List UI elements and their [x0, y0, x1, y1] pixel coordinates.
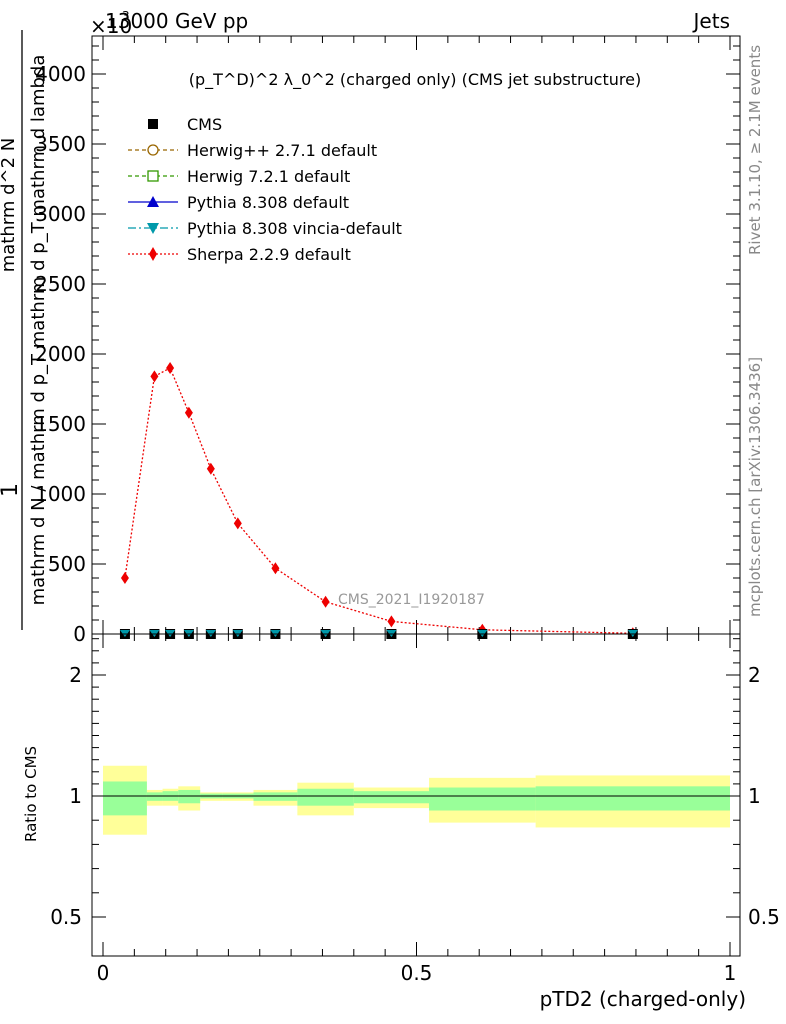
legend-label: Herwig 7.2.1 default — [187, 167, 350, 186]
ratio-band-inner — [353, 791, 430, 804]
legend-label: Sherpa 2.2.9 default — [187, 245, 351, 264]
sherpa-point — [166, 362, 175, 374]
sherpa-point — [206, 462, 215, 475]
ratio-x-axis: 0 0.5 1 — [97, 634, 737, 985]
ratio-y-axis: 0.5 0.5 1 1 2 2 — [50, 638, 780, 929]
main-y-axis: 0 500 1000 1500 2000 2500 3000 3500 4000 — [35, 45, 740, 646]
legend-label: CMS — [187, 115, 222, 134]
sherpa-point — [184, 406, 193, 419]
ratio-ylabel: Ratio to CMS — [22, 746, 40, 842]
mcplots-label: mcplots.cern.ch [arXiv:1306.3436] — [746, 357, 764, 617]
y-tick-label: 2500 — [35, 272, 86, 296]
ylabel-big-den: mathrm d N / mathrm d p_T mathrm d p_T m… — [28, 55, 49, 606]
sherpa-point — [150, 370, 159, 383]
ratio-y-tick-label-right: 2 — [748, 663, 761, 687]
legend-diamond-marker — [149, 247, 157, 261]
y-tick-label: 2000 — [35, 342, 86, 366]
ratio-band-inner — [297, 788, 354, 806]
sherpa-point — [233, 517, 242, 530]
legend-triangle-marker — [147, 196, 159, 207]
legend-inv-triangle-marker — [147, 223, 159, 234]
y-tick-label: 1500 — [35, 412, 86, 436]
y-tick-label: 1000 — [35, 482, 86, 506]
ratio-y-tick-label-right: 0.5 — [748, 905, 780, 929]
x-tick-label: 0 — [97, 961, 110, 985]
header-right: Jets — [692, 9, 730, 33]
ratio-band-inner — [178, 789, 201, 804]
legend-label: Herwig++ 2.7.1 default — [187, 141, 377, 160]
x-tick-label: 1 — [724, 961, 737, 985]
legend-square-marker — [147, 170, 159, 182]
ratio-band-inner — [103, 781, 147, 816]
ylabel-one: 1 — [0, 483, 23, 497]
ratio-band-inner — [253, 792, 298, 801]
y-tick-label: 500 — [48, 552, 86, 576]
ratio-band-inner — [535, 786, 730, 811]
rivet-label: Rivet 3.1.10, ≥ 2.1M events — [746, 45, 764, 255]
sherpa-point — [120, 572, 129, 584]
legend-label: Pythia 8.308 vincia-default — [187, 219, 402, 238]
header-left: 13000 GeV pp — [105, 9, 248, 33]
watermark: CMS_2021_I1920187 — [338, 592, 485, 608]
ratio-y-tick-label-right: 1 — [748, 784, 761, 808]
ratio-band-inner — [146, 792, 163, 801]
ratio-y-tick-label: 2 — [69, 663, 82, 687]
ratio-y-tick-label: 0.5 — [50, 905, 82, 929]
sherpa-point — [271, 562, 280, 575]
legend-circle-marker — [147, 144, 159, 156]
legend-cms-marker — [148, 119, 158, 129]
legend: CMS Herwig++ 2.7.1 default Herwig 7.2.1 de… — [128, 115, 402, 264]
ratio-band-inner — [429, 787, 536, 811]
x-tick-label: 0.5 — [401, 961, 433, 985]
y-tick-label: 3000 — [35, 202, 86, 226]
y-tick-label: 3500 — [35, 132, 86, 156]
ratio-y-tick-label: 1 — [69, 784, 82, 808]
sherpa-line — [124, 367, 633, 634]
y-tick-label: 4000 — [35, 62, 86, 86]
ylabel-big-num: mathrm d^2 N — [0, 138, 19, 273]
header-exponent: ×10 — [90, 14, 132, 38]
main-x-axis — [102, 36, 731, 634]
sherpa-point — [321, 595, 330, 608]
legend-label: Pythia 8.308 default — [187, 193, 349, 212]
plot-title: (p_T^D)^2 λ_0^2 (charged only) (CMS jet … — [189, 70, 641, 90]
ratio-bands — [103, 765, 730, 835]
sherpa-point — [387, 615, 396, 628]
y-tick-label: 0 — [73, 622, 86, 646]
header-exponent-power: 3 — [122, 9, 130, 23]
xlabel: pTD2 (charged-only) — [540, 987, 746, 1011]
